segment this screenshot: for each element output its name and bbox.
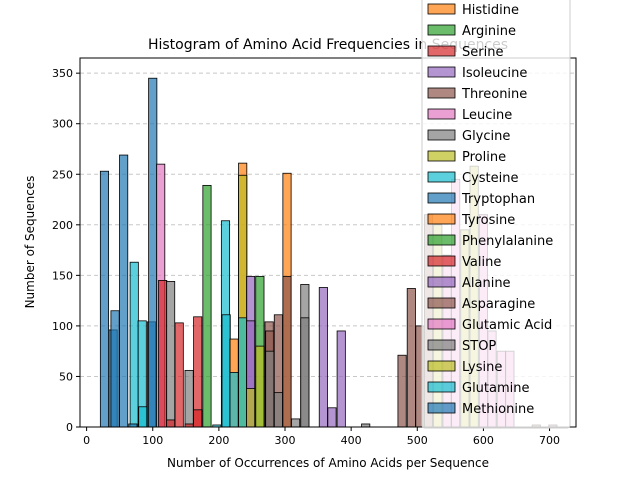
histogram-bar xyxy=(158,280,168,428)
legend-label: Glycine xyxy=(462,129,510,144)
y-tick-label: 300 xyxy=(52,118,73,131)
y-tick-label: 0 xyxy=(66,421,73,434)
histogram-bar xyxy=(282,275,292,428)
x-tick-label: 200 xyxy=(208,434,229,447)
y-tick-label: 50 xyxy=(59,370,73,383)
legend-swatch xyxy=(427,45,456,57)
histogram-bar xyxy=(406,288,416,428)
legend-label: Tyrosine xyxy=(461,213,515,228)
histogram-bar xyxy=(221,314,231,428)
legend-swatch xyxy=(427,297,456,309)
legend-label: Cysteine xyxy=(462,171,519,186)
histogram-bar xyxy=(327,407,337,428)
legend-swatch xyxy=(427,129,456,141)
legend-label: Isoleucine xyxy=(462,66,527,81)
legend-label: Glutamine xyxy=(462,381,530,396)
legend-label: Histidine xyxy=(462,3,519,18)
legend-swatch xyxy=(427,234,456,246)
x-tick-label: 100 xyxy=(142,434,163,447)
legend-label: Lysine xyxy=(462,360,502,375)
histogram-bar xyxy=(273,392,283,428)
legend-label: Serine xyxy=(462,45,503,60)
x-tick-label: 0 xyxy=(83,434,90,447)
legend-label: Leucine xyxy=(462,108,512,123)
legend-label: Alanine xyxy=(462,276,511,291)
histogram-bar xyxy=(300,317,310,428)
x-tick-label: 700 xyxy=(539,434,560,447)
y-tick-label: 200 xyxy=(52,219,73,232)
histogram-bar xyxy=(336,330,346,428)
histogram-bar xyxy=(229,372,239,428)
legend-label: Valine xyxy=(462,255,501,270)
x-tick-label: 600 xyxy=(473,434,494,447)
histogram-bar xyxy=(99,170,110,428)
x-tick-label: 300 xyxy=(275,434,296,447)
histogram-bar xyxy=(129,261,139,428)
legend-swatch xyxy=(427,276,456,288)
legend-swatch xyxy=(427,381,456,393)
histogram-bar xyxy=(138,406,148,428)
legend: Histidine Arginine Serine Isoleucine Threoni… xyxy=(421,0,571,429)
y-tick-label: 150 xyxy=(52,269,73,282)
legend-label: Methionine xyxy=(462,402,534,417)
histogram-bar xyxy=(166,281,176,428)
x-axis-label: Number of Occurrences of Amino Acids per… xyxy=(167,456,489,470)
legend-label: Arginine xyxy=(462,24,516,39)
legend-swatch xyxy=(427,108,456,120)
histogram-bar xyxy=(174,322,184,428)
histogram-bar xyxy=(184,369,194,428)
histogram-bar xyxy=(397,354,407,428)
histogram-bar xyxy=(202,184,212,428)
histogram-bar xyxy=(110,310,120,428)
legend-swatch xyxy=(427,87,456,99)
y-tick-label: 350 xyxy=(52,67,73,80)
histogram-bar xyxy=(255,345,265,428)
legend-label: Threonine xyxy=(461,87,527,102)
legend-swatch xyxy=(427,24,456,36)
x-axis-ticks: 0 100 200 300 400 500 600 700 xyxy=(83,427,560,447)
x-tick-label: 500 xyxy=(407,434,428,447)
y-axis-ticks: 0 50 100 150 200 250 300 350 xyxy=(52,67,80,434)
x-tick-label: 400 xyxy=(341,434,362,447)
legend-label: Tryptophan xyxy=(461,192,535,207)
legend-swatch xyxy=(427,66,456,78)
legend-swatch xyxy=(427,192,456,204)
histogram-bar xyxy=(265,350,275,428)
plot-frame xyxy=(79,57,577,428)
histogram-bar xyxy=(166,419,176,428)
chart-title: Histogram of Amino Acid Frequencies in S… xyxy=(148,37,508,53)
legend-label: Phenylalanine xyxy=(462,234,553,249)
legend-swatch xyxy=(427,255,456,267)
legend-label: Glutamic Acid xyxy=(462,318,552,333)
y-tick-label: 100 xyxy=(52,320,73,333)
legend-label: Asparagine xyxy=(462,297,535,312)
histogram-bar xyxy=(193,409,203,428)
legend-swatch xyxy=(427,150,456,162)
histogram-bar xyxy=(148,77,158,428)
legend-swatch xyxy=(427,339,456,351)
histogram-bar xyxy=(119,154,129,428)
legend-label: Proline xyxy=(462,150,506,165)
legend-label: STOP xyxy=(462,339,496,354)
legend-swatch xyxy=(427,402,456,414)
y-axis-label: Number of Sequences xyxy=(23,176,37,309)
histogram-bar xyxy=(238,317,248,428)
legend-swatch xyxy=(427,318,456,330)
histogram-bar xyxy=(318,287,328,428)
legend-box xyxy=(421,0,571,429)
histogram-bar xyxy=(291,418,301,428)
legend-swatch xyxy=(427,213,456,225)
legend-swatch xyxy=(427,360,456,372)
legend-swatch xyxy=(427,171,456,183)
histogram-bar xyxy=(246,388,256,428)
legend-swatch xyxy=(427,3,456,15)
y-tick-label: 250 xyxy=(52,168,73,181)
